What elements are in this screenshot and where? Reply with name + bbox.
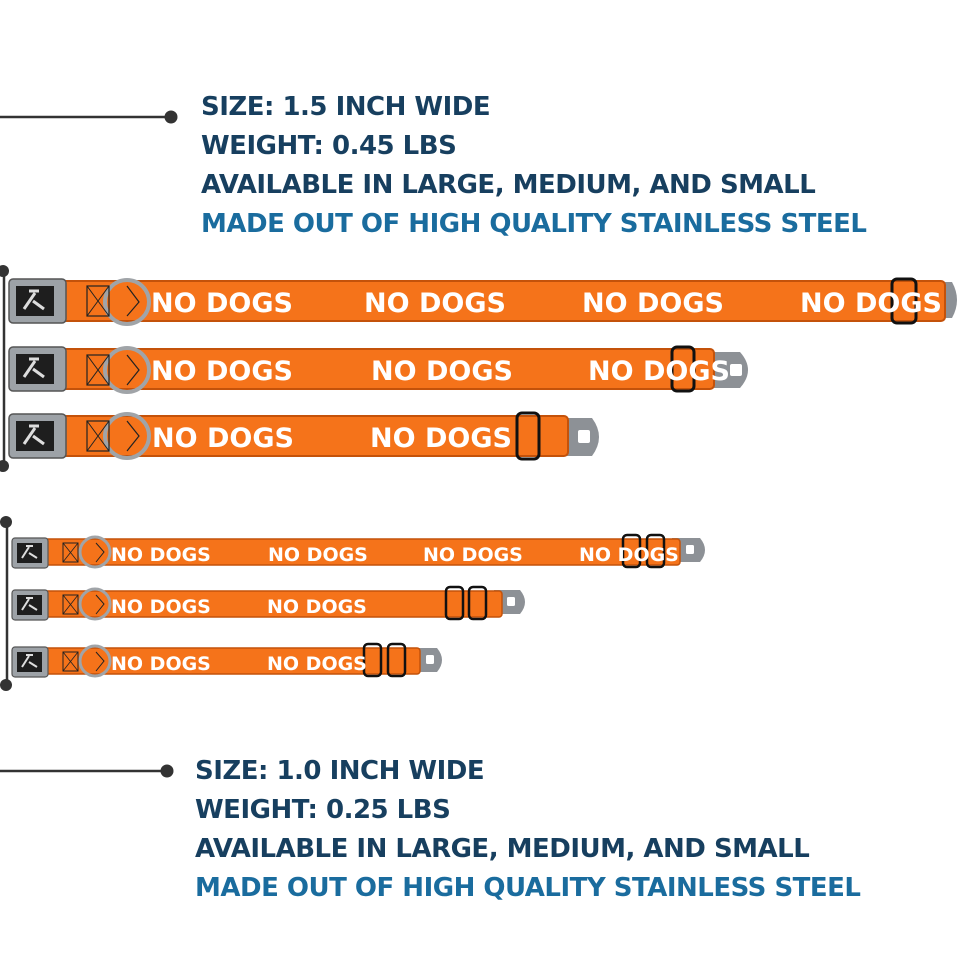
strap-text: NO DOGS <box>111 653 211 675</box>
strap-text: NO DOGS <box>267 596 367 618</box>
strap-text: NO DOGS <box>151 356 293 387</box>
collar-wide-small: NO DOGS NO DOGS <box>8 411 599 461</box>
spec-availability: AVAILABLE IN LARGE, MEDIUM, AND SMALL <box>195 834 810 864</box>
spec-material: MADE OUT OF HIGH QUALITY STAINLESS STEEL <box>195 873 861 903</box>
strap-text: NO DOGS <box>370 423 512 454</box>
spec-weight: WEIGHT: 0.45 LBS <box>201 131 457 161</box>
spec-weight: WEIGHT: 0.25 LBS <box>195 795 451 825</box>
collar-narrow-medium: NO DOGS NO DOGS <box>11 585 525 621</box>
strap-text: NO DOGS <box>579 544 679 566</box>
strap-text: NO DOGS <box>111 544 211 566</box>
strap-text: NO DOGS <box>152 423 294 454</box>
strap-text: NO DOGS <box>800 288 942 319</box>
collar-wide-medium: NO DOGS NO DOGS NO DOGS <box>8 345 748 394</box>
spec-availability: AVAILABLE IN LARGE, MEDIUM, AND SMALL <box>201 170 816 200</box>
strap-text: NO DOGS <box>588 356 730 387</box>
strap-text: NO DOGS <box>151 288 293 319</box>
strap-text: NO DOGS <box>371 356 513 387</box>
bottom-connector-line <box>0 764 174 778</box>
spec-size: SIZE: 1.5 INCH WIDE <box>201 92 491 122</box>
narrow-collars-bracket <box>0 516 12 691</box>
collar-wide-large: NO DOGS NO DOGS NO DOGS NO DOGS <box>8 277 957 326</box>
strap-text: NO DOGS <box>111 596 211 618</box>
wide-collars-bracket <box>0 265 9 472</box>
collar-narrow-large: NO DOGS NO DOGS NO DOGS NO DOGS <box>11 533 705 569</box>
narrow-collar-specs: SIZE: 1.0 INCH WIDE WEIGHT: 0.25 LBS AVA… <box>195 752 861 908</box>
top-connector-line <box>0 110 178 124</box>
collar-narrow-small: NO DOGS NO DOGS <box>11 642 442 678</box>
strap-text: NO DOGS <box>364 288 506 319</box>
strap-text: NO DOGS <box>582 288 724 319</box>
strap-text: NO DOGS <box>423 544 523 566</box>
spec-material: MADE OUT OF HIGH QUALITY STAINLESS STEEL <box>201 209 867 239</box>
strap-text: NO DOGS <box>268 544 368 566</box>
strap-text: NO DOGS <box>267 653 367 675</box>
wide-collar-specs: SIZE: 1.5 INCH WIDE WEIGHT: 0.45 LBS AVA… <box>201 88 867 244</box>
spec-size: SIZE: 1.0 INCH WIDE <box>195 756 485 786</box>
